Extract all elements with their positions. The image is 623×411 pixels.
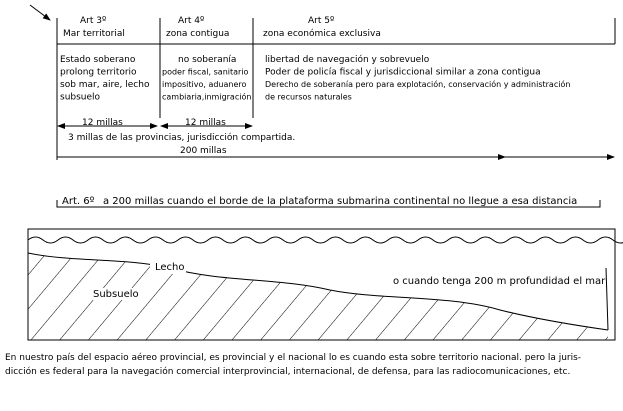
distance-label: 200 millas xyxy=(180,146,227,156)
column-line-text: Poder de policía fiscal y jurisdiccional… xyxy=(265,68,541,78)
article-text: a 200 millas cuando el borde de la plata… xyxy=(103,196,577,207)
pointer-arrow xyxy=(29,4,51,21)
depth-line xyxy=(605,267,609,331)
article: Art 3º xyxy=(80,16,106,26)
column-line-text: subsuelo xyxy=(60,93,101,103)
depth-label: o cuando tenga 200 m profundidad el mar xyxy=(393,276,606,287)
footer-line: En nuestro país del espacio aéreo provin… xyxy=(5,352,581,363)
sea-surface xyxy=(27,236,623,244)
column-line-text: poder fiscal, sanitario xyxy=(162,68,249,77)
subsoil-label: Subsuelo xyxy=(93,289,139,300)
article: Art 4º xyxy=(178,16,204,26)
label-bg xyxy=(150,262,186,274)
distance-label: 12 millas xyxy=(82,118,123,128)
column-title: Mar territorial xyxy=(63,29,125,39)
article: Art. 6º xyxy=(62,196,95,207)
column-line-text: sob mar, aire, lecho xyxy=(60,80,150,90)
column-title: zona contigua xyxy=(166,29,229,39)
seabed-line xyxy=(27,252,609,331)
article: Art 5º xyxy=(308,16,334,26)
label-bg xyxy=(90,288,140,300)
distance-label: 3 millas de las provincias, jurisdicción… xyxy=(68,132,295,143)
column-line-text: Estado soberano xyxy=(60,55,136,65)
column-line-text: libertad de navegación y sobrevuelo xyxy=(265,54,430,65)
column-line-text: no soberanía xyxy=(178,55,236,65)
column-line-text: Derecho de soberanía pero para explotaci… xyxy=(265,79,570,89)
seabed-label: Lecho xyxy=(155,262,185,273)
bracket xyxy=(56,200,601,208)
column-line-text: prolong territorio xyxy=(60,68,137,78)
cross-section-frame xyxy=(27,228,616,341)
column-line-text: cambiaria,inmigración xyxy=(162,92,251,102)
distance-label: 12 millas xyxy=(185,118,226,128)
subsoil xyxy=(28,253,608,340)
column-line-text: impositivo, aduanero xyxy=(162,80,247,89)
column-title: zona económica exclusiva xyxy=(263,28,381,39)
footer-line: dicción es federal para la navegación co… xyxy=(5,366,570,377)
column-line-text: de recursos naturales xyxy=(265,93,352,102)
